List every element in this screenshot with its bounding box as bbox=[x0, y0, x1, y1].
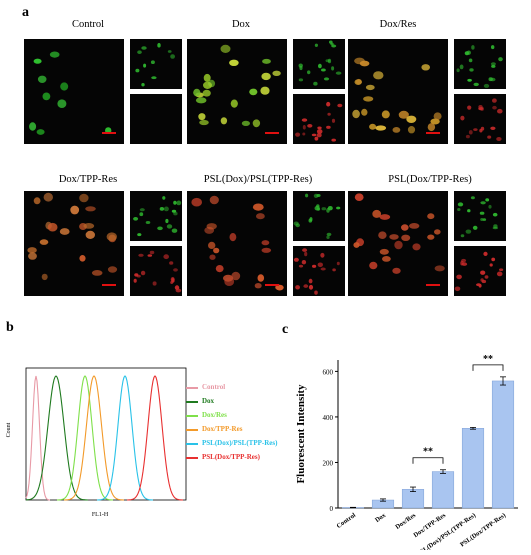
legend-label: Control bbox=[202, 383, 225, 391]
panel-b-letter: b bbox=[6, 320, 14, 336]
legend-swatch bbox=[186, 457, 198, 459]
y-axis-label: Fluorescent Intensity bbox=[295, 384, 307, 484]
y-tick-label: 600 bbox=[323, 368, 334, 376]
legend-swatch bbox=[186, 401, 198, 403]
histogram-legend: Control Dox Dox/Res Dox/TPP-Res PSL(Dox)/PSL… bbox=[186, 382, 306, 482]
significance-marker: ** bbox=[423, 447, 433, 458]
significance-bracket bbox=[413, 458, 443, 464]
micrograph-merged bbox=[348, 191, 448, 296]
bar-chart: 0 200 400 600 Fluorescent Intensity Control Do… bbox=[290, 340, 531, 550]
histogram-curve bbox=[97, 376, 153, 500]
bar bbox=[492, 381, 514, 508]
histogram-frame bbox=[26, 368, 186, 500]
micrograph-red-channel bbox=[293, 94, 345, 144]
legend-swatch bbox=[186, 443, 198, 445]
micrograph-red-channel bbox=[454, 94, 506, 144]
y-tick-label: 0 bbox=[330, 505, 334, 513]
micrograph-merged bbox=[348, 39, 448, 144]
legend-label: Dox/Res bbox=[202, 411, 227, 419]
micrograph-merged bbox=[24, 191, 124, 296]
micrograph-red-channel bbox=[130, 94, 182, 144]
micrograph-title: PSL(Dox)/PSL(TPP-Res) bbox=[178, 174, 338, 185]
micrograph-title: Dox/Res bbox=[318, 19, 478, 30]
x-tick-label: Dox bbox=[374, 511, 388, 524]
micrograph-merged bbox=[187, 39, 287, 144]
micrograph-green-channel bbox=[454, 191, 506, 241]
legend-label: PSL(Dox)/PSL(TPP-Res) bbox=[202, 439, 277, 447]
micrograph-green-channel bbox=[130, 39, 182, 89]
scale-bar bbox=[426, 132, 440, 134]
micrograph-red-channel bbox=[454, 246, 506, 296]
bar bbox=[432, 472, 454, 508]
bar bbox=[402, 489, 424, 508]
legend-swatch bbox=[186, 387, 198, 389]
micrograph-green-channel bbox=[293, 39, 345, 89]
histogram-curve bbox=[64, 376, 124, 500]
y-tick-label: 400 bbox=[323, 414, 334, 422]
histogram-curve bbox=[26, 376, 88, 500]
scale-bar bbox=[265, 132, 279, 134]
legend-swatch bbox=[186, 429, 198, 431]
significance-marker: ** bbox=[483, 354, 493, 365]
y-tick-label: 200 bbox=[323, 459, 334, 467]
micrograph-green-channel bbox=[454, 39, 506, 89]
legend-label: PSL(Dox/TPP-Res) bbox=[202, 453, 260, 461]
micrograph-title: Dox/TPP-Res bbox=[8, 174, 168, 185]
micrograph-green-channel bbox=[130, 191, 182, 241]
histogram-x-label: FL1-H bbox=[92, 512, 109, 518]
micrograph-red-channel bbox=[293, 246, 345, 296]
micrograph-title: PSL(Dox/TPP-Res) bbox=[350, 174, 510, 185]
micrograph-merged bbox=[24, 39, 124, 144]
significance-bracket bbox=[473, 365, 503, 371]
micrograph-title: Control bbox=[8, 19, 168, 30]
bar-chart-svg: 0 200 400 600 Fluorescent Intensity Control Do… bbox=[290, 340, 531, 550]
x-tick-label: Control bbox=[335, 512, 357, 530]
scale-bar bbox=[102, 284, 116, 286]
legend-label: Dox/TPP-Res bbox=[202, 425, 242, 433]
micrograph-green-channel bbox=[293, 191, 345, 241]
micrograph-red-channel bbox=[130, 246, 182, 296]
legend-swatch bbox=[186, 415, 198, 417]
histogram-curve bbox=[127, 376, 183, 500]
micrograph-title: Dox bbox=[161, 19, 321, 30]
x-tick-label: Dox/Res bbox=[394, 512, 417, 531]
scale-bar bbox=[102, 132, 116, 134]
histogram-y-label: Count bbox=[6, 422, 12, 437]
panel-c-letter: c bbox=[282, 322, 288, 338]
bar bbox=[462, 428, 484, 508]
micrograph-merged bbox=[187, 191, 287, 296]
scale-bar bbox=[426, 284, 440, 286]
legend-label: Dox bbox=[202, 397, 214, 405]
scale-bar bbox=[265, 284, 279, 286]
